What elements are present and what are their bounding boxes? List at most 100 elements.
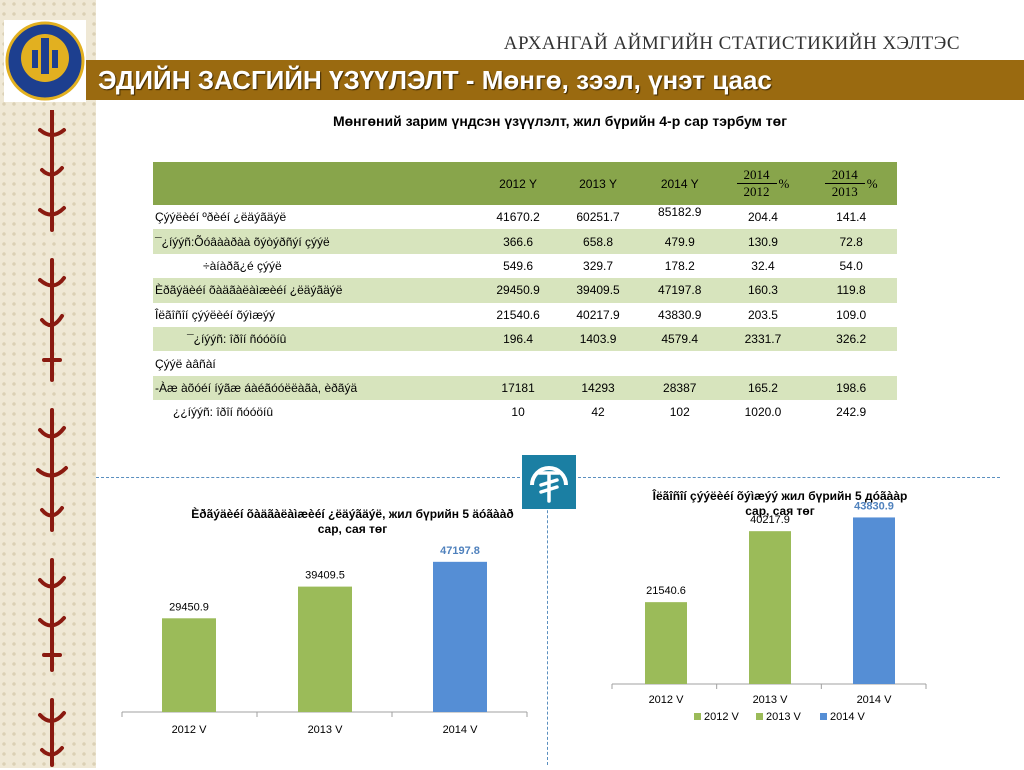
cell-value: 196.4 — [478, 326, 558, 352]
table-title: Мөнгөний зарим үндсэн үзүүлэлт, жил бүри… — [332, 113, 788, 129]
col-header-ratio-2014-2013: 2014 2013% — [805, 162, 897, 205]
cell-value: 10 — [511, 405, 525, 420]
cell-value: 4579.4 — [638, 326, 721, 352]
row-label: Çýýë àâñàí — [155, 356, 216, 371]
cell-value: 549.6 — [503, 258, 534, 273]
row-label: ¿¿íýýñ: îðîí ñóóöíû — [173, 405, 274, 420]
chart2-data-label: 21540.6 — [646, 585, 686, 597]
table-row: Îëãîñîí çýýëèéí õýìæýý 21540.6 40217.9 4… — [153, 303, 897, 327]
header-label-cell — [153, 162, 479, 205]
cell-value: 17181 — [478, 375, 558, 401]
col-header-2014: 2014 Y — [638, 162, 721, 205]
cell-value: 29450.9 — [478, 278, 558, 303]
cell-value: 60251.7 — [576, 210, 620, 225]
chart1-bar — [298, 586, 352, 712]
cell-value: 42 — [591, 405, 605, 420]
chart1-data-label: 29450.9 — [169, 601, 209, 613]
chart2-legend-swatch — [820, 713, 827, 720]
section-divider — [578, 477, 1000, 478]
cell-value: 178.2 — [664, 258, 695, 273]
currency-tugrik-icon — [522, 455, 576, 509]
row-label: ¯¿íýýñ: îðîí ñóóöíû — [153, 326, 479, 352]
national-statistics-logo — [4, 20, 86, 102]
table-row: Çýýë àâñàí — [153, 351, 897, 375]
ratio2-pct: % — [866, 175, 878, 191]
cell-value: 102 — [669, 405, 690, 420]
table-row: ¿¿íýýñ: îðîí ñóóöíû 10 42 102 1020.0 242… — [153, 400, 897, 424]
table-row: -Àæ àõóéí íýãæ áàéãóóëëàãà, èðãýä 17181 … — [153, 375, 897, 401]
chart2-data-label: 43830.9 — [854, 500, 894, 512]
cell-value: 479.9 — [638, 229, 721, 254]
chart2-bar — [853, 517, 895, 684]
cell-value: 54.0 — [839, 258, 863, 273]
chart2-legend-swatch — [756, 713, 763, 720]
cell-value: 43830.9 — [658, 307, 702, 322]
page-title: ЭДИЙН ЗАСГИЙН ҮЗҮҮЛЭЛТ - Мөнгө, зээл, үн… — [98, 65, 772, 95]
row-label: -Àæ àõóéí íýãæ áàéãóóëëàãà, èðãýä — [153, 375, 479, 401]
cell-value: 203.5 — [747, 307, 778, 322]
table-row: ¯¿íýýñ: îðîí ñóóöíû 196.4 1403.9 4579.4 … — [153, 326, 897, 352]
chart1-bar — [433, 561, 487, 712]
cell-value: 28387 — [638, 375, 721, 401]
cell-value: 130.9 — [720, 229, 806, 254]
cell-value: 165.2 — [720, 375, 806, 401]
ratio2-bottom: 2013 — [831, 184, 858, 199]
ratio1-pct: % — [778, 175, 790, 191]
cell-value: 85182.9 — [658, 205, 702, 219]
cell-value: 2331.7 — [720, 326, 806, 352]
chart2-bar — [749, 531, 791, 684]
cell-value: 40217.9 — [576, 307, 620, 322]
chart1-data-label: 39409.5 — [305, 570, 345, 582]
monetary-indicators-table: 2012 Y 2013 Y 2014 Y 2014 2012% 2014 2013%… — [153, 162, 897, 425]
ratio1-bottom: 2012 — [743, 184, 770, 199]
page-title-bar: ЭДИЙН ЗАСГИЙН ҮЗҮҮЛЭЛТ - Мөнгө, зээл, үн… — [86, 60, 1024, 100]
cell-value: 72.8 — [805, 229, 897, 254]
cell-value: 326.2 — [805, 326, 897, 352]
cell-value: 32.4 — [751, 258, 775, 273]
cell-value: 119.8 — [805, 278, 897, 303]
cell-value: 204.4 — [747, 210, 778, 225]
section-divider — [96, 477, 520, 478]
chart2-legend-label: 2014 V — [830, 711, 866, 723]
organization-title: АРХАНГАЙ АЙМГИЙН СТАТИСТИКИЙН ХЭЛТЭС — [503, 33, 960, 54]
row-label: Çýýëèéí ºðèéí ¿ëäýãäýë — [155, 210, 287, 225]
chart1-category-label: 2014 V — [443, 724, 479, 736]
cell-value: 160.3 — [720, 278, 806, 303]
col-header-ratio-2014-2012: 2014 2012% — [720, 162, 806, 205]
chart1-category-label: 2013 V — [308, 724, 344, 736]
cell-value: 198.6 — [805, 375, 897, 401]
row-label: Îëãîñîí çýýëèéí õýìæýý — [155, 307, 276, 322]
cell-value: 329.7 — [583, 258, 614, 273]
chart2-category-label: 2012 V — [649, 694, 685, 706]
col-header-2012: 2012 Y — [478, 162, 558, 205]
table-header-row: 2012 Y 2013 Y 2014 Y 2014 2012% 2014 2013% — [153, 162, 897, 205]
chart2-bar — [645, 602, 687, 684]
ratio2-top: 2014 — [831, 167, 858, 182]
table-row: Èðãýäèéí õàäãàëàìæèéí ¿ëäýãäýë 29450.9 3… — [153, 278, 897, 303]
chart1-title: Èðãýäèéí õàäãàëàìæèéí ¿ëäýãäýë, жил бүри… — [191, 507, 514, 536]
cell-value: 39409.5 — [557, 278, 639, 303]
cell-value: 1020.0 — [744, 405, 782, 420]
chart2-legend-label: 2013 V — [766, 711, 802, 723]
table-row: Çýýëèéí ºðèéí ¿ëäýãäýë 41670.2 60251.7 8… — [153, 205, 897, 229]
cell-value: 1403.9 — [557, 326, 639, 352]
row-label: ÷àíàðã¿é çýýë — [203, 258, 282, 273]
cell-value: 141.4 — [836, 210, 867, 225]
cell-value: 242.9 — [836, 405, 867, 420]
cell-value: 109.0 — [836, 307, 867, 322]
chart2-legend-swatch — [694, 713, 701, 720]
chart2-legend-label: 2012 V — [704, 711, 740, 723]
chart1-bar — [162, 618, 216, 712]
table-row: ÷àíàðã¿é çýýë 549.6 329.7 178.2 32.4 54.… — [153, 254, 897, 278]
decorative-side-band — [0, 0, 96, 768]
chart2-category-label: 2014 V — [857, 694, 893, 706]
ratio1-top: 2014 — [743, 167, 770, 182]
row-label: Èðãýäèéí õàäãàëàìæèéí ¿ëäýãäýë — [153, 278, 479, 303]
cell-value: 658.8 — [557, 229, 639, 254]
cell-value: 366.6 — [478, 229, 558, 254]
col-header-2013: 2013 Y — [557, 162, 639, 205]
chart1-category-label: 2012 V — [172, 724, 208, 736]
cell-value: 47197.8 — [638, 278, 721, 303]
mongolian-script-decoration — [36, 110, 68, 767]
